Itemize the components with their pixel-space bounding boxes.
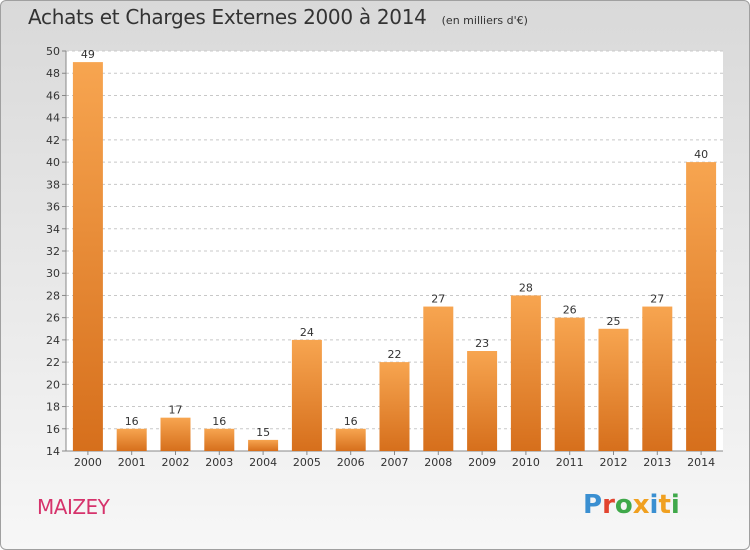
y-tick-label: 50 xyxy=(46,45,60,58)
data-label: 27 xyxy=(650,293,664,306)
x-tick-label: 2003 xyxy=(205,456,233,469)
bar xyxy=(510,295,541,451)
y-tick-label: 28 xyxy=(46,289,60,302)
x-tick-label: 2001 xyxy=(118,456,146,469)
x-tick-label: 2005 xyxy=(293,456,321,469)
y-tick-label: 26 xyxy=(46,312,60,325)
x-tick-label: 2014 xyxy=(687,456,715,469)
data-label: 40 xyxy=(694,148,708,161)
bar xyxy=(686,162,717,451)
logo-letter: r xyxy=(602,490,615,520)
bar xyxy=(335,428,366,451)
y-tick-label: 36 xyxy=(46,201,60,214)
bar xyxy=(116,428,147,451)
bar xyxy=(160,417,191,451)
data-label: 49 xyxy=(81,48,95,61)
data-label: 25 xyxy=(607,315,621,328)
x-tick-label: 2011 xyxy=(556,456,584,469)
data-label: 16 xyxy=(212,415,226,428)
y-tick-label: 46 xyxy=(46,89,60,102)
bar xyxy=(291,339,322,451)
bar xyxy=(204,428,235,451)
y-tick-label: 40 xyxy=(46,156,60,169)
data-label: 15 xyxy=(256,426,270,439)
data-label: 23 xyxy=(475,337,489,350)
y-tick-label: 22 xyxy=(46,356,60,369)
data-label: 26 xyxy=(563,304,577,317)
bar xyxy=(467,351,498,451)
y-tick-label: 14 xyxy=(46,445,60,458)
logo-letter: o xyxy=(614,490,633,520)
title-row: Achats et Charges Externes 2000 à 2014 (… xyxy=(28,5,528,29)
y-tick-label: 48 xyxy=(46,67,60,80)
x-tick-label: 2007 xyxy=(381,456,409,469)
x-tick-label: 2013 xyxy=(643,456,671,469)
data-label: 16 xyxy=(125,415,139,428)
y-tick-label: 42 xyxy=(46,134,60,147)
data-label: 17 xyxy=(169,404,183,417)
x-tick-label: 2000 xyxy=(74,456,102,469)
data-label: 24 xyxy=(300,326,314,339)
x-tick-label: 2010 xyxy=(512,456,540,469)
bar xyxy=(72,62,103,451)
x-tick-label: 2006 xyxy=(337,456,365,469)
y-tick-label: 24 xyxy=(46,334,60,347)
logo-letter: x xyxy=(632,490,650,520)
data-label: 27 xyxy=(431,293,445,306)
chart-subtitle: (en milliers d'€) xyxy=(441,14,528,27)
bar xyxy=(642,306,673,451)
x-tick-label: 2009 xyxy=(468,456,496,469)
y-tick-label: 44 xyxy=(46,112,60,125)
x-tick-label: 2004 xyxy=(249,456,277,469)
bar xyxy=(248,439,279,451)
bar xyxy=(423,306,454,451)
y-tick-label: 18 xyxy=(46,401,60,414)
x-tick-label: 2008 xyxy=(424,456,452,469)
x-tick-label: 2002 xyxy=(162,456,190,469)
y-tick-label: 20 xyxy=(46,378,60,391)
y-tick-label: 30 xyxy=(46,267,60,280)
x-tick-label: 2012 xyxy=(600,456,628,469)
y-tick-label: 38 xyxy=(46,178,60,191)
y-tick-label: 16 xyxy=(46,423,60,436)
proxiti-logo: Proxiti xyxy=(583,490,680,520)
data-label: 16 xyxy=(344,415,358,428)
data-label: 28 xyxy=(519,281,533,294)
logo-letter: i xyxy=(670,490,680,520)
bar xyxy=(598,328,629,451)
chart-title: Achats et Charges Externes 2000 à 2014 xyxy=(28,5,427,29)
y-tick-label: 32 xyxy=(46,245,60,258)
logo-letter: i xyxy=(649,490,659,520)
bar xyxy=(379,362,410,451)
logo-letter: P xyxy=(583,490,603,520)
place-name: MAIZEY xyxy=(37,495,110,519)
logo-letter: t xyxy=(658,490,671,520)
data-label: 22 xyxy=(388,348,402,361)
y-tick-label: 34 xyxy=(46,223,60,236)
bar xyxy=(554,317,585,451)
